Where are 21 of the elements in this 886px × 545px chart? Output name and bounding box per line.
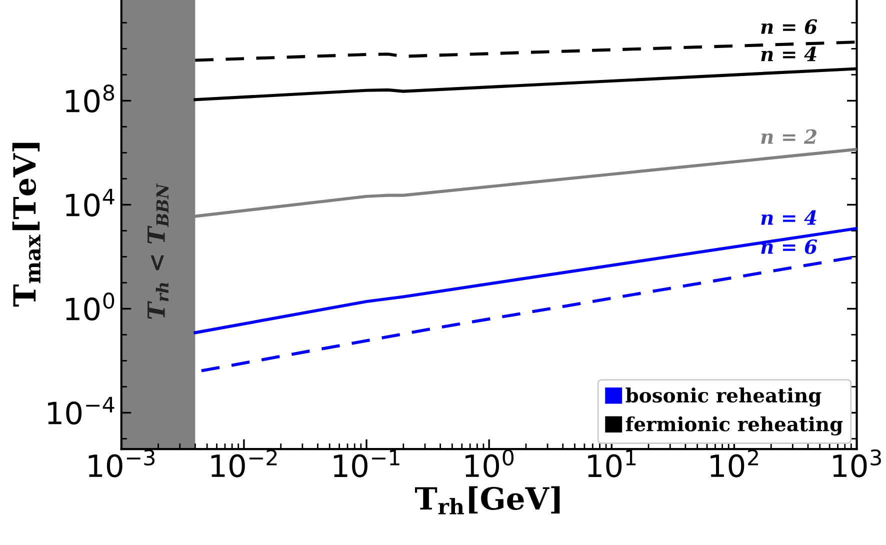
annotation: n = 4 — [761, 46, 816, 62]
legend-label: fermionic reheating — [626, 416, 843, 436]
legend-label: bosonic reheating — [626, 388, 822, 407]
x-tick-label: 10$^{0}$ — [466, 449, 514, 478]
x-tick-label: 10$^{2}$ — [710, 449, 758, 478]
annotation: n = 2 — [761, 129, 816, 144]
y-tick-label: 10$^{0}$ — [66, 292, 114, 321]
annotation: n = 4 — [761, 210, 816, 225]
y-tick-label: 10$^{8}$ — [66, 84, 114, 113]
x-tick-label: 10$^{3}$ — [833, 449, 881, 478]
x-axis-title: T$_{rh}$[GeV] — [415, 486, 560, 514]
y-axis-title: T$_{max}$[TeV] — [12, 142, 41, 307]
annotation: n = 6 — [761, 19, 818, 34]
annotation: n = 6 — [761, 239, 818, 254]
x-tick-label: 10$^{−1}$ — [334, 450, 400, 478]
x-tick-label: 10$^{−2}$ — [211, 449, 277, 478]
band-label: T$_{rh}$ < T$_{BBN}$ — [148, 183, 168, 319]
y-tick-label: 10$^{4}$ — [66, 188, 114, 217]
x-tick-label: 10$^{1}$ — [588, 450, 636, 478]
x-tick-label: 10$^{−3}$ — [88, 449, 154, 478]
y-tick-label: 10$^{−4}$ — [48, 396, 114, 425]
